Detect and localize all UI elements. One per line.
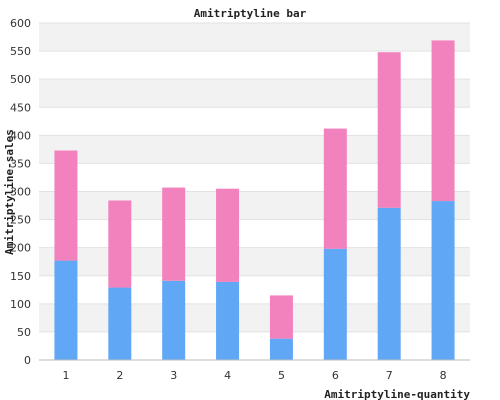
bar-segment-series-1 [216,281,240,360]
bar-segment-series-1 [108,287,132,360]
bar-segment-series-1 [377,207,401,360]
bar-segment-series-2 [216,188,240,282]
y-axis-ticks: 0 50 100 150 200 250 300 350 400 450 500 550 600 [10,17,31,367]
chart-title: Amitriptyline bar [194,7,307,20]
x-tick-label: 3 [170,369,177,382]
y-tick-label: 450 [10,101,31,114]
x-tick-label: 1 [62,369,69,382]
bar-segment-series-1 [323,248,347,360]
x-tick-label: 2 [116,369,123,382]
bar-segment-series-2 [162,187,186,281]
y-tick-label: 150 [10,270,31,283]
bar-segment-series-1 [431,201,455,360]
bar-segment-series-2 [54,150,78,261]
y-tick-label: 250 [10,214,31,227]
x-tick-label: 8 [440,369,447,382]
y-axis-label: Amitriptyline-sales [3,129,16,255]
x-tick-label: 6 [332,369,339,382]
bar-segment-series-1 [162,280,186,360]
y-tick-label: 200 [10,242,31,255]
bar-segment-series-2 [323,128,347,249]
bar-segment-series-2 [269,295,293,339]
bars [54,40,455,360]
grid-band [39,303,470,332]
grid-band [39,191,470,220]
bar-segment-series-2 [377,52,401,208]
grid-band [39,79,470,108]
x-tick-label: 7 [386,369,393,382]
y-tick-label: 400 [10,129,31,142]
grid-band [39,247,470,276]
y-tick-label: 350 [10,157,31,170]
y-tick-label: 300 [10,186,31,199]
x-axis-label: Amitriptyline-quantity [324,388,470,400]
y-tick-label: 550 [10,45,31,58]
y-tick-label: 500 [10,73,31,86]
x-axis-ticks: 1 2 3 4 5 6 7 8 [62,369,446,382]
bar-segment-series-1 [269,338,293,360]
bar-segment-series-1 [54,260,78,360]
grid-band [39,135,470,164]
bar-segment-series-2 [108,200,132,288]
grid-band [39,23,470,52]
x-tick-label: 5 [278,369,285,382]
bar-segment-series-2 [431,40,455,202]
x-tick-label: 4 [224,369,231,382]
y-tick-label: 100 [10,298,31,311]
y-tick-label: 50 [17,326,31,339]
y-tick-label: 0 [24,354,31,367]
y-tick-label: 600 [10,17,31,30]
grid-bands [39,23,470,332]
